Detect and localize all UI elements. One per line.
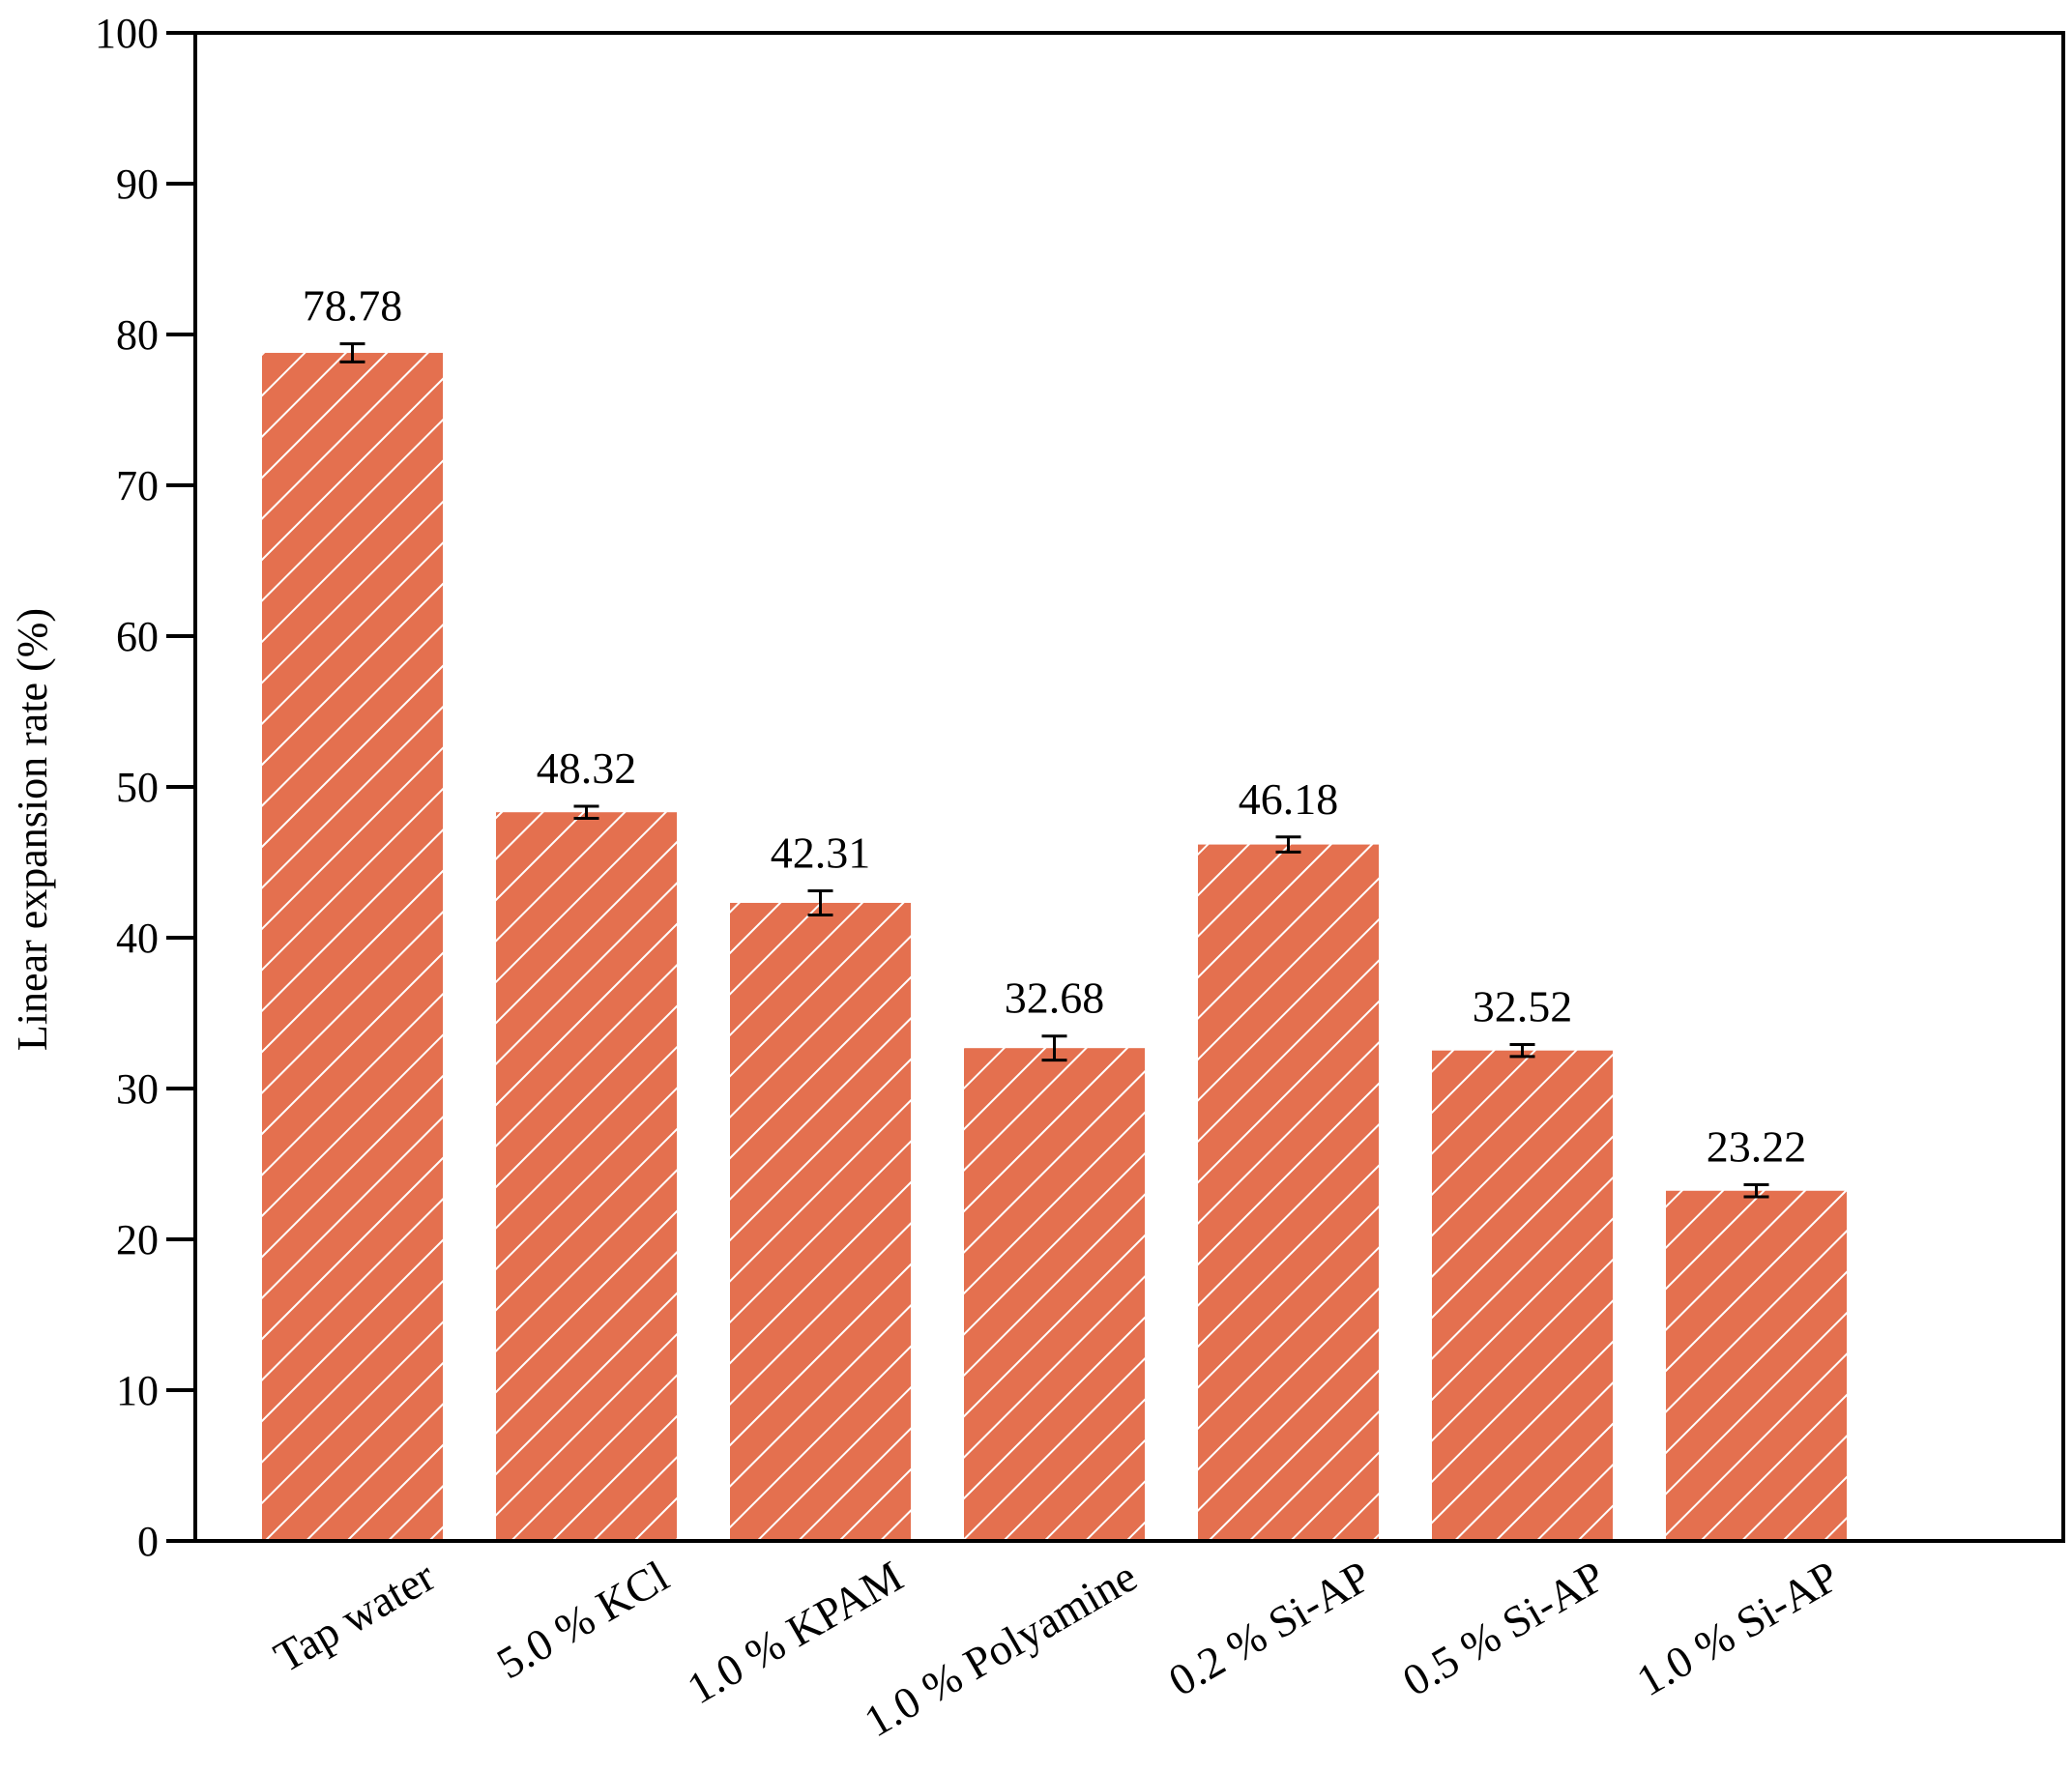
data-label: 32.68 [1005, 973, 1105, 1023]
y-tick-label: 100 [95, 10, 159, 57]
data-label: 23.22 [1707, 1122, 1807, 1172]
y-tick-label: 70 [116, 462, 159, 509]
data-label: 78.78 [303, 281, 403, 331]
x-category-label: 1.0 % KPAM [679, 1551, 911, 1713]
x-category-label: 0.5 % Si-AP [1394, 1551, 1613, 1705]
plot-frame [193, 31, 2065, 1543]
bar-7[interactable] [1666, 1190, 1847, 1541]
x-category-label: 5.0 % KCl [488, 1551, 677, 1688]
bar-3[interactable] [730, 902, 911, 1541]
bar-2[interactable] [496, 812, 677, 1541]
y-tick-label: 30 [116, 1065, 159, 1113]
x-category-label: 0.2 % Si-AP [1160, 1551, 1379, 1705]
y-tick-label: 90 [116, 160, 159, 208]
bar-4[interactable] [964, 1048, 1145, 1541]
bar-1[interactable] [262, 353, 443, 1542]
x-category-label: 1.0 % Si-AP [1628, 1551, 1847, 1705]
y-axis-title: Linear expansion rate (%) [9, 608, 56, 1051]
data-label: 32.52 [1473, 981, 1573, 1031]
data-label: 46.18 [1239, 774, 1339, 824]
y-tick-label: 40 [116, 915, 159, 962]
y-tick-label: 50 [116, 764, 159, 811]
y-tick-label: 20 [116, 1216, 159, 1264]
data-label: 42.31 [771, 828, 871, 877]
y-tick-label: 0 [137, 1518, 159, 1565]
y-tick-label: 60 [116, 613, 159, 660]
bar-6[interactable] [1432, 1050, 1613, 1541]
y-tick-label: 80 [116, 311, 159, 359]
x-category-label: Tap water [266, 1551, 443, 1681]
y-tick-label: 10 [116, 1367, 159, 1414]
bar-5[interactable] [1198, 844, 1379, 1541]
data-label: 48.32 [537, 743, 637, 793]
